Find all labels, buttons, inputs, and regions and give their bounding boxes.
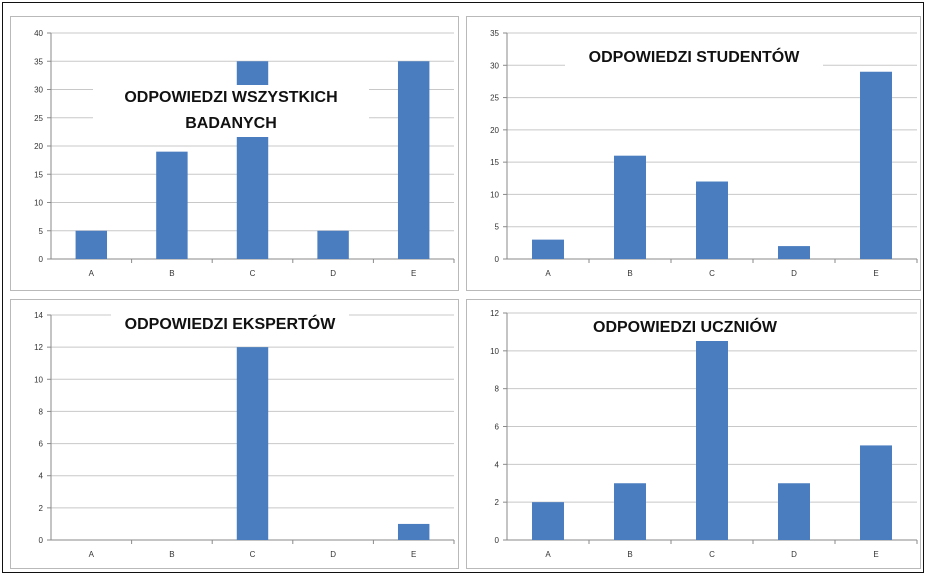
y-tick-label: 8 <box>495 385 500 394</box>
y-tick-label: 20 <box>490 126 499 135</box>
x-tick-label: B <box>169 269 174 278</box>
y-tick-label: 6 <box>495 423 500 432</box>
chart-2-svg: 0 5 10 15 20 25 30 35 A B C D E <box>490 29 918 278</box>
x-tick-label: B <box>627 550 632 559</box>
x-tick-label: C <box>709 269 715 278</box>
y-tick-label: 10 <box>34 375 43 384</box>
x-tick-label: E <box>873 550 878 559</box>
y-tick-label: 15 <box>34 170 43 179</box>
bar-E <box>397 61 430 259</box>
x-tick-label: C <box>709 550 715 559</box>
x-tick-label: D <box>791 550 797 559</box>
bar-B <box>614 155 646 259</box>
bar-E <box>397 523 430 540</box>
bar-A <box>532 239 564 259</box>
x-tick-label: A <box>545 550 551 559</box>
y-tick-label: 2 <box>495 498 500 507</box>
chart-title-line: BADANYCH <box>185 115 277 132</box>
bar-B <box>156 151 188 259</box>
bar-A <box>75 230 108 259</box>
chart-title-line: ODPOWIEDZI WSZYSTKICH <box>124 89 338 106</box>
x-tick-label: E <box>411 550 416 559</box>
y-tick-label: 12 <box>34 343 43 352</box>
y-tick-label: 0 <box>39 255 44 264</box>
x-tick-label: D <box>791 269 797 278</box>
y-tick-label: 8 <box>39 407 44 416</box>
y-tick-label: 35 <box>490 29 499 38</box>
y-tick-label: 2 <box>39 504 44 513</box>
x-tick-label: B <box>169 550 174 559</box>
x-tick-label: A <box>545 269 551 278</box>
x-tick-label: E <box>873 269 878 278</box>
bar-D <box>317 230 349 259</box>
y-tick-label: 10 <box>490 347 499 356</box>
y-tick-label: 5 <box>39 227 44 236</box>
y-tick-label: 10 <box>34 199 43 208</box>
chart-title: ODPOWIEDZI UCZNIÓW <box>567 315 803 341</box>
y-tick-label: 4 <box>495 460 500 469</box>
chart-panel-4: 0 2 4 6 8 10 12 A B C D E ODPOWIEDZI UCZNIÓW <box>466 299 921 569</box>
y-tick-label: 14 <box>34 311 43 320</box>
x-tick-label: A <box>89 269 95 278</box>
x-tick-label: E <box>411 269 416 278</box>
chart-title: ODPOWIEDZI EKSPERTÓW <box>111 312 349 338</box>
bar-D <box>778 246 810 259</box>
bar-C <box>696 331 728 540</box>
y-tick-label: 35 <box>34 57 43 66</box>
y-tick-label: 0 <box>495 255 500 264</box>
chart-panel-3: 0 2 4 6 8 10 12 14 A B C D E ODPOWIEDZI EKSPERTÓW <box>10 299 459 569</box>
y-tick-label: 0 <box>495 536 500 545</box>
x-tick-label: A <box>89 550 95 559</box>
bar-E <box>860 445 892 540</box>
chart-title-line: ODPOWIEDZI STUDENTÓW <box>588 49 800 66</box>
y-tick-label: 6 <box>39 440 44 449</box>
bar-E <box>860 71 892 259</box>
x-tick-label: D <box>330 269 336 278</box>
chart-4-svg: 0 2 4 6 8 10 12 A B C D E <box>490 309 918 559</box>
chart-3-svg: 0 2 4 6 8 10 12 14 A B C D E <box>34 311 455 559</box>
x-tick-label: C <box>250 550 256 559</box>
y-tick-label: 12 <box>490 309 499 318</box>
chart-title: ODPOWIEDZI STUDENTÓW <box>565 45 823 71</box>
chart-title-line: ODPOWIEDZI EKSPERTÓW <box>124 316 336 333</box>
chart-title-line: ODPOWIEDZI UCZNIÓW <box>593 319 777 336</box>
x-tick-label: C <box>250 269 256 278</box>
y-tick-label: 30 <box>34 86 43 95</box>
y-tick-label: 15 <box>490 158 499 167</box>
chart-panel-2: 0 5 10 15 20 25 30 35 A B C D E ODPOWIEDZI STUDENTÓW <box>466 16 921 291</box>
bar-C <box>236 347 269 540</box>
x-tick-label: B <box>627 269 632 278</box>
y-tick-label: 25 <box>490 94 499 103</box>
bar-A <box>532 502 564 540</box>
chart-panel-1: 0 5 10 15 20 25 30 35 40 A B C D E ODPOWIEDZI WSZYSTKI… <box>10 16 459 291</box>
y-tick-label: 5 <box>495 223 500 232</box>
y-tick-label: 4 <box>39 472 44 481</box>
bar-D <box>778 483 810 540</box>
bar-B <box>614 483 646 540</box>
y-tick-label: 25 <box>34 114 43 123</box>
y-tick-label: 0 <box>39 536 44 545</box>
x-tick-label: D <box>330 550 336 559</box>
chart-title: ODPOWIEDZI WSZYSTKICH BADANYCH <box>93 85 369 137</box>
y-tick-label: 40 <box>34 29 43 38</box>
y-tick-label: 20 <box>34 142 43 151</box>
y-tick-label: 10 <box>490 190 499 199</box>
y-tick-label: 30 <box>490 61 499 70</box>
bar-C <box>696 181 728 259</box>
chart-1-svg: 0 5 10 15 20 25 30 35 40 A B C D E <box>34 29 455 278</box>
